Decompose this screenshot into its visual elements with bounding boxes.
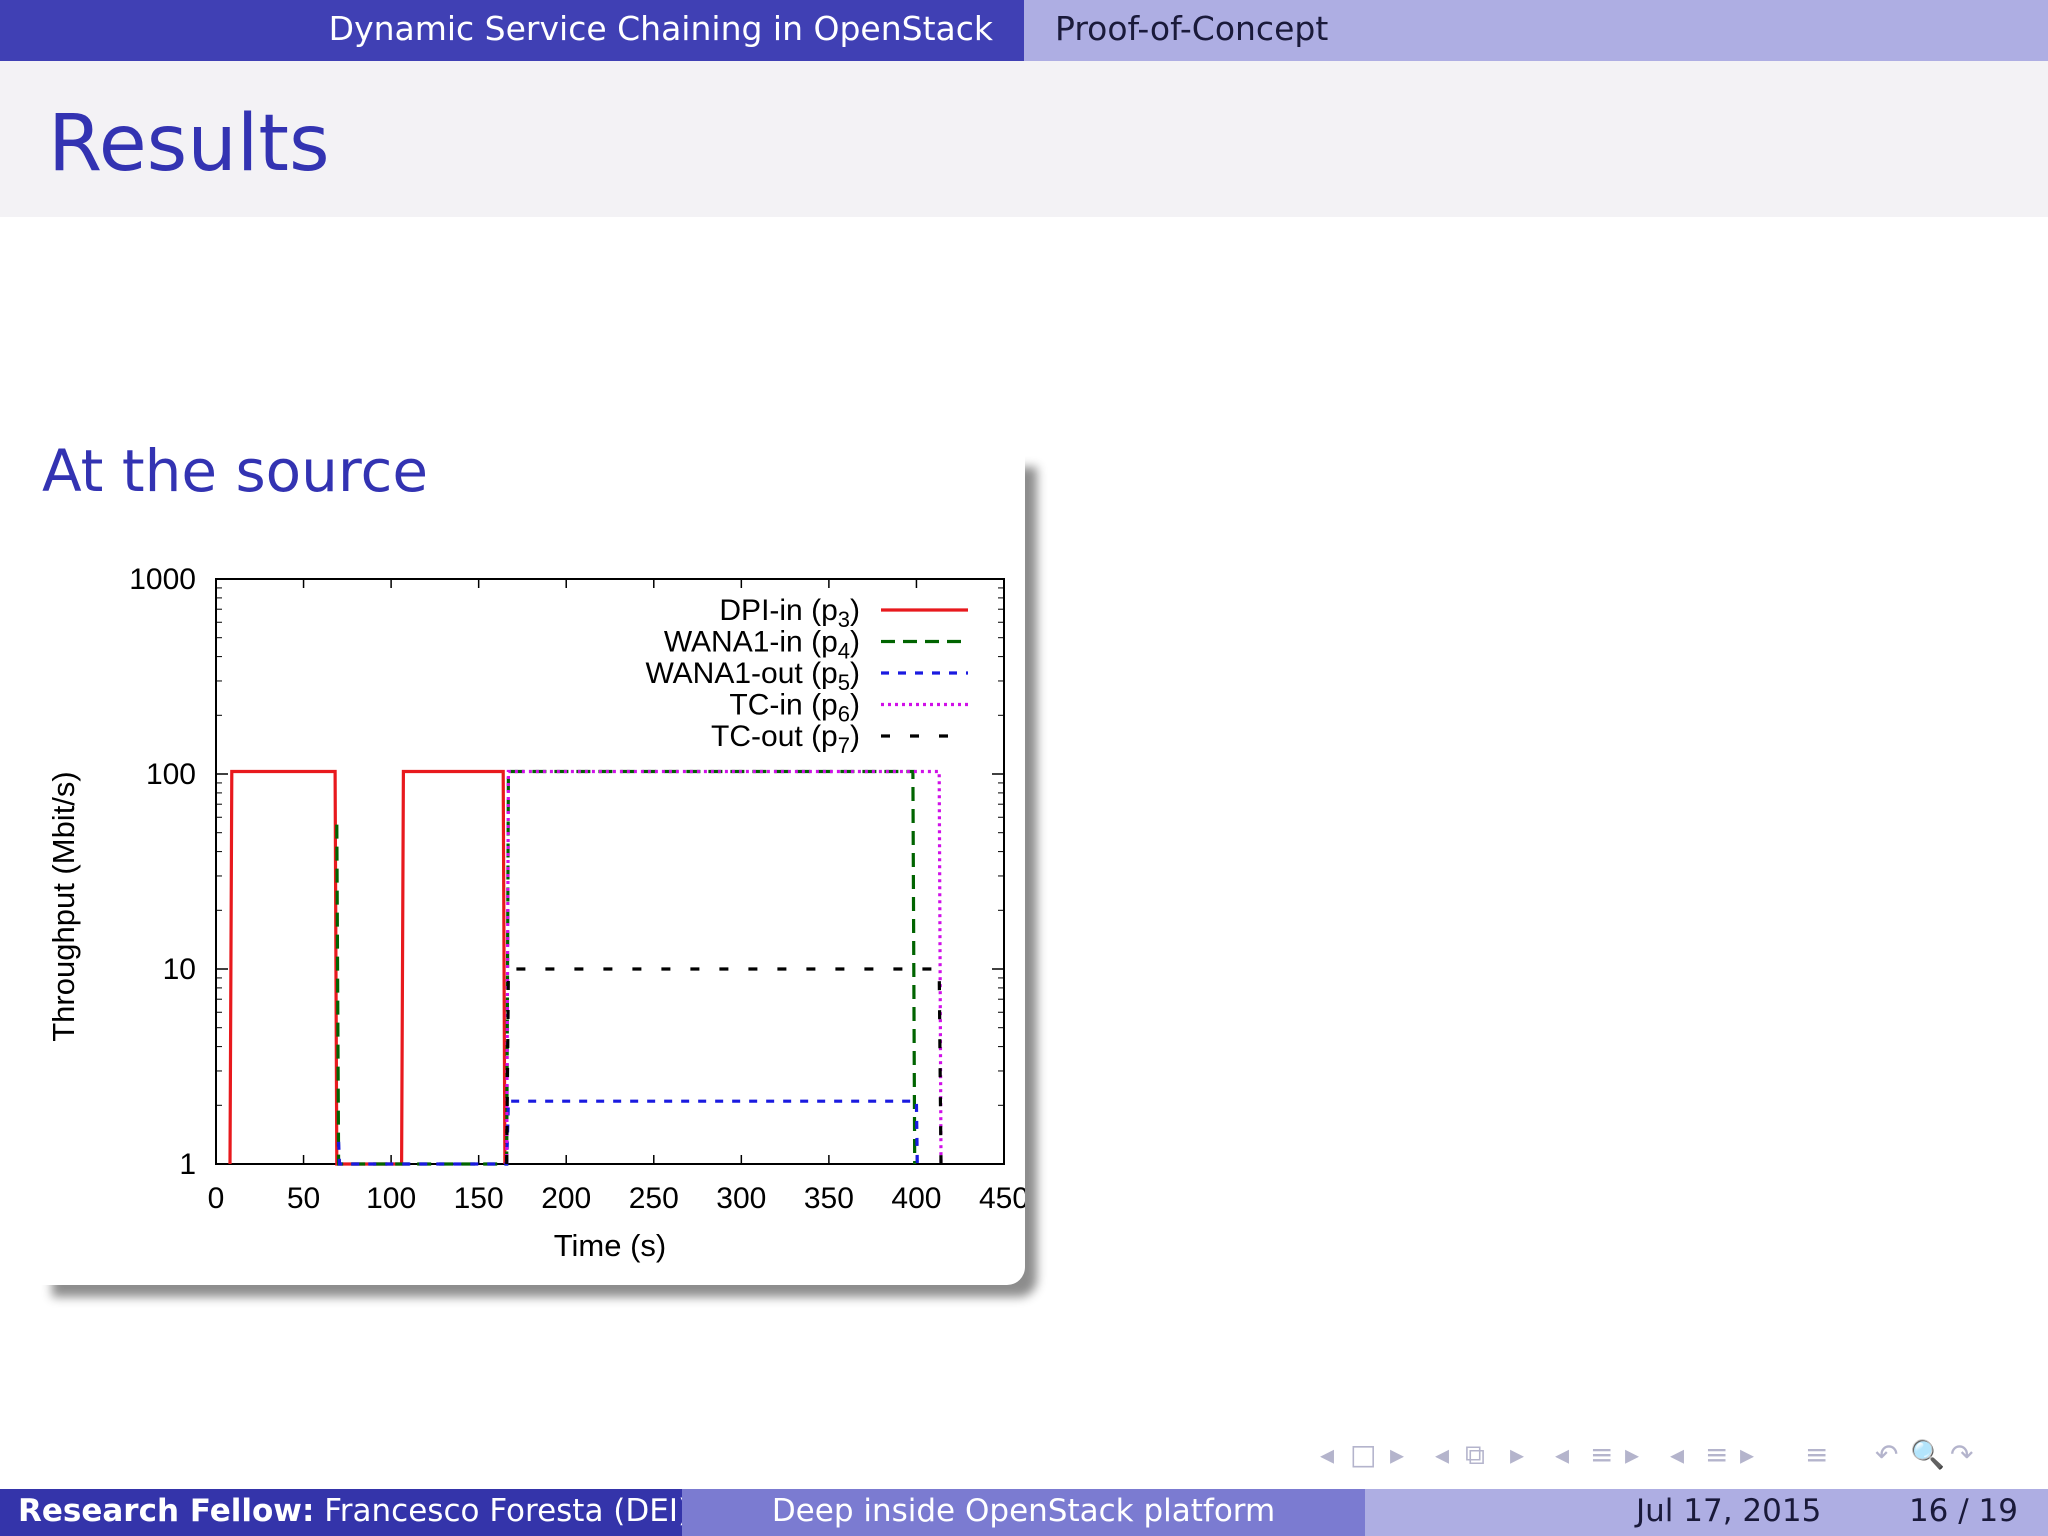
legend-label-4: TC-in (p6) [729,689,860,727]
block-title: At the source [42,437,429,505]
y-axis-label: Throughput (Mbit/s) [46,771,81,1042]
y-tick-label: 1 [179,1148,196,1181]
x-tick-label: 450 [979,1182,1025,1215]
back-icon[interactable]: ↶ [1875,1438,1899,1471]
y-tick-label: 10 [163,953,196,986]
navigation-controls[interactable]: ◂ □ ▸ ◂ ⧉ ▸ ◂ ≡ ▸ ◂ ≡ ▸ ≡ ↶ 🔍 ↷ [1310,1438,2030,1478]
plot-frame [215,578,1005,1165]
x-tick-label: 50 [287,1182,320,1215]
nav-next-doc-icon[interactable]: ▸ [1740,1438,1755,1471]
nav-next-sec-icon[interactable]: ▸ [1625,1438,1640,1471]
legend-label-3: WANA1-out (p5) [645,657,860,695]
footer-info: Jul 17, 2015 16 / 19 [1365,1489,2048,1536]
author-name: Francesco Foresta (DEI) [324,1493,691,1529]
author-label: Research Fellow: [18,1493,315,1529]
x-tick-label: 150 [454,1182,504,1215]
y-tick-label: 1000 [129,563,196,596]
frame-icon[interactable]: □ [1350,1438,1377,1471]
x-tick-label: 400 [891,1182,941,1215]
header-bar: Dynamic Service Chaining in OpenStack Pr… [0,0,2048,61]
menu-icon[interactable]: ≡ [1805,1438,1829,1471]
legend-label-5: TC-out (p7) [711,720,860,758]
document-icon[interactable]: ≡ [1705,1438,1729,1471]
x-tick-label: 0 [208,1182,225,1215]
series-line-2 [335,769,917,1166]
x-tick-label: 300 [716,1182,766,1215]
section-icon[interactable]: ≡ [1590,1438,1614,1471]
x-tick-label: 250 [629,1182,679,1215]
frame-title-bar: Results [0,61,2048,217]
nav-prev-sub-icon[interactable]: ◂ [1435,1438,1450,1471]
series-line-5 [505,967,943,1165]
nav-next-sub-icon[interactable]: ▸ [1510,1438,1525,1471]
series-line-4 [505,769,943,1165]
y-tick-label: 100 [146,758,196,791]
page-number: 16 / 19 [1908,1493,2018,1529]
legend-label-1: DPI-in (p3) [719,594,860,632]
frame-title: Results [48,99,330,189]
footer-talk-title: Deep inside OpenStack platform [682,1489,1365,1536]
footer-date: Jul 17, 2015 [1636,1493,1822,1529]
subsection-icon[interactable]: ⧉ [1465,1438,1485,1471]
nav-prev-doc-icon[interactable]: ◂ [1670,1438,1685,1471]
header-subsection[interactable]: Proof-of-Concept [1024,0,2048,61]
x-tick-label: 350 [804,1182,854,1215]
legend-label-2: WANA1-in (p4) [664,626,860,664]
series-line-1 [228,769,507,1166]
nav-prev-frame-icon[interactable]: ◂ [1320,1438,1335,1471]
x-tick-label: 200 [541,1182,591,1215]
x-tick-label: 100 [366,1182,416,1215]
block-card: 0 50 100 150 200 250 300 350 400 450 1 10 100 1000 Tim… [40,455,1025,1285]
x-axis-label: Time (s) [554,1228,667,1263]
throughput-chart: 0 50 100 150 200 250 300 350 400 450 1 10 100 1000 Tim… [46,563,1025,1263]
nav-next-frame-icon[interactable]: ▸ [1390,1438,1405,1471]
nav-prev-sec-icon[interactable]: ◂ [1555,1438,1570,1471]
footer-author: Research Fellow: Francesco Foresta (DEI) [0,1489,690,1536]
series-line-3 [337,1099,919,1166]
footer: Research Fellow: Francesco Foresta (DEI)… [0,1489,2048,1536]
forward-icon[interactable]: ↷ [1950,1438,1974,1471]
search-icon[interactable]: 🔍 [1910,1438,1945,1471]
header-section[interactable]: Dynamic Service Chaining in OpenStack [0,0,1024,61]
